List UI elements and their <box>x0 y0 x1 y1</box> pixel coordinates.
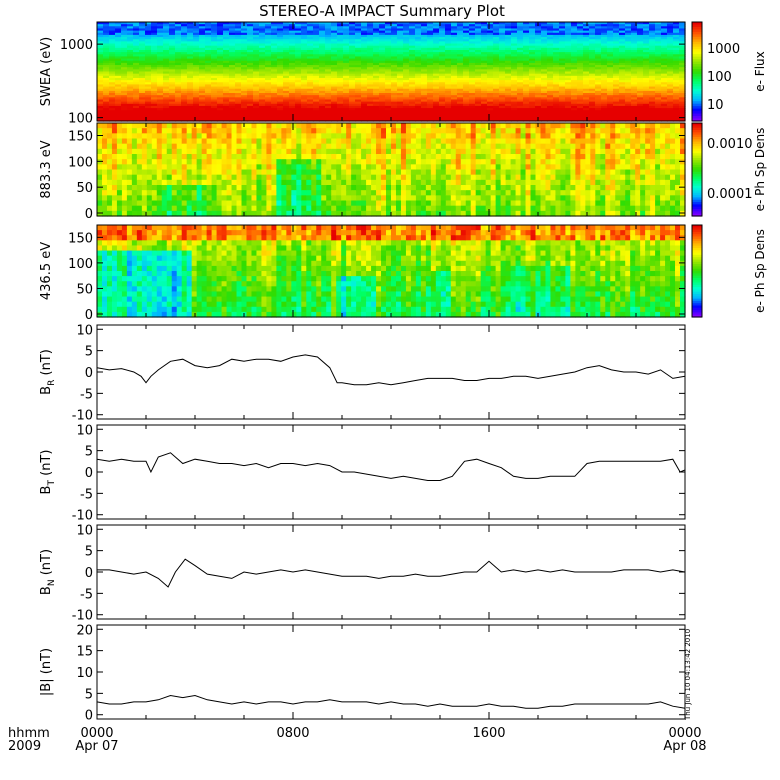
bt-series-line <box>96 452 686 481</box>
ytick-label: 100 <box>68 112 93 127</box>
ytick-label: 10 <box>76 423 93 438</box>
panel-frame <box>96 324 686 420</box>
ytick-label: 100 <box>68 155 93 170</box>
bmag-series-line <box>96 694 686 709</box>
pad_883-ylabel: 883.3 eV <box>39 140 54 198</box>
swea-ylabel: SWEA (eV) <box>39 37 54 106</box>
ytick-label: 0 <box>85 207 93 222</box>
swea-colorbar: 1000 100 10 e- Flux <box>691 21 767 122</box>
colorbar-tick-label: 0.0001 <box>707 187 753 202</box>
ytick-label: 50 <box>76 181 93 196</box>
ytick-label: 100 <box>68 257 93 272</box>
pad_436-ylabel: 436.5 eV <box>39 242 54 300</box>
pad_436-colorbar: e- Ph Sp Dens <box>691 224 767 318</box>
colorbar-tick-label: 0.0010 <box>707 137 753 152</box>
ytick-label: 5 <box>85 345 93 360</box>
ytick-label: 10 <box>76 323 93 338</box>
ytick-label: 0 <box>85 366 93 381</box>
ytick-label: 10 <box>76 523 93 538</box>
ytick-label: -10 <box>72 509 93 524</box>
ytick-label: 5 <box>85 687 93 702</box>
bn-ylabel: BN (nT) <box>39 549 57 595</box>
swea-spectrogram <box>97 22 686 122</box>
time-axis-label-hhmm: hhmm <box>8 726 50 741</box>
ytick-label: 10 <box>76 666 93 681</box>
time-tick-label: 0800 <box>276 726 309 741</box>
pad_883-colorbar: 0.0010 0.0001 e- Ph Sp Dens <box>691 122 767 217</box>
ytick-label: 50 <box>76 282 93 297</box>
ytick-label: 0 <box>85 566 93 581</box>
timestamp: Thu Jun 10 04:13:42 2010 <box>684 629 692 721</box>
time-tick-label: 0000 <box>668 726 701 741</box>
ytick-label: -5 <box>80 387 93 402</box>
colorbar-tick-label: 100 <box>707 70 732 85</box>
panel-frame <box>96 424 686 520</box>
colorbar-label: e- Ph Sp Dens <box>753 229 767 313</box>
colorbar-label: e- Ph Sp Dens <box>753 128 767 212</box>
bt-ylabel: BT (nT) <box>39 450 57 495</box>
ytick-label: 15 <box>76 645 93 660</box>
colorbar-label: e- Flux <box>753 51 767 91</box>
ytick-label: 5 <box>85 445 93 460</box>
date-tick-label: Apr 07 <box>75 739 118 754</box>
ytick-label: -10 <box>72 409 93 424</box>
ytick-label: -10 <box>72 609 93 624</box>
bmag-ylabel: |B| (nT) <box>39 648 54 696</box>
ytick-label: -5 <box>80 587 93 602</box>
time-tick-label: 1600 <box>472 726 505 741</box>
ytick-label: 150 <box>68 130 93 145</box>
ytick-label: 0 <box>85 466 93 481</box>
time-axis-label-year: 2009 <box>8 739 41 754</box>
panel-frame <box>96 624 686 720</box>
colorbar-tick-label: 1000 <box>707 42 740 57</box>
br-series-line <box>96 354 686 386</box>
colorbar-tick-label: 10 <box>707 98 724 113</box>
bn-series-line <box>97 558 686 588</box>
date-tick-label: Apr 08 <box>663 739 706 754</box>
ytick-label: 5 <box>85 545 93 560</box>
br-ylabel: BR (nT) <box>39 349 57 395</box>
pad_883-spectrogram <box>97 123 686 217</box>
ytick-label: 20 <box>76 623 93 638</box>
ytick-label: 0 <box>85 308 93 323</box>
ytick-label: 1000 <box>60 38 93 53</box>
plot-title: STEREO-A IMPACT Summary Plot <box>259 2 505 20</box>
ytick-label: 150 <box>68 231 93 246</box>
ytick-label: -5 <box>80 487 93 502</box>
pad_436-spectrogram <box>97 225 686 318</box>
ytick-label: 0 <box>85 709 93 724</box>
time-tick-label: 0000 <box>80 726 113 741</box>
